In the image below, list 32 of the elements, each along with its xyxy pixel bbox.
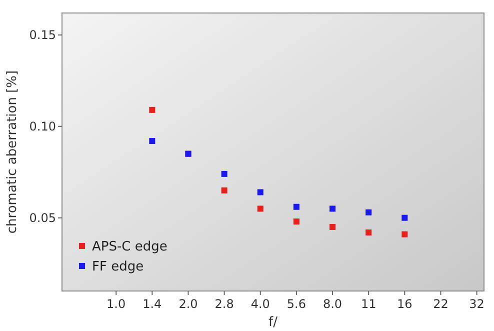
point (257, 206, 264, 212)
point (257, 189, 264, 196)
y-tick-label: 0.10 (29, 120, 56, 134)
x-tick-label: 22 (433, 297, 448, 311)
x-tick-label: 5.6 (286, 297, 306, 311)
x-tick-label: 4.0 (250, 297, 270, 311)
x-tick-label: 16 (397, 297, 412, 311)
point (330, 206, 336, 212)
x-tick-label: 2.0 (178, 297, 198, 311)
point (221, 187, 228, 194)
point (366, 209, 372, 216)
point (330, 224, 336, 230)
point (402, 214, 408, 221)
point (293, 204, 300, 210)
x-tick-label: 1.4 (142, 297, 162, 311)
y-tick-label: 0.15 (29, 28, 56, 42)
x-tick-label: 8.0 (322, 297, 342, 311)
x-tick-label: 32 (469, 297, 484, 311)
y-axis-title: chromatic aberration [%] (5, 70, 20, 234)
x-tick-label: 1.0 (106, 297, 126, 311)
x-tick-label: 2.8 (214, 297, 234, 311)
x-tick-label: 11 (360, 297, 376, 311)
point (149, 138, 156, 144)
point (293, 218, 300, 224)
legend-label: APS-C edge (92, 240, 168, 255)
x-axis-title: f/ (268, 315, 278, 330)
legend-label: FF edge (92, 260, 144, 275)
point (149, 106, 156, 113)
point (366, 229, 372, 236)
point (402, 231, 408, 238)
point (221, 170, 228, 177)
y-tick-label: 0.05 (29, 211, 56, 226)
